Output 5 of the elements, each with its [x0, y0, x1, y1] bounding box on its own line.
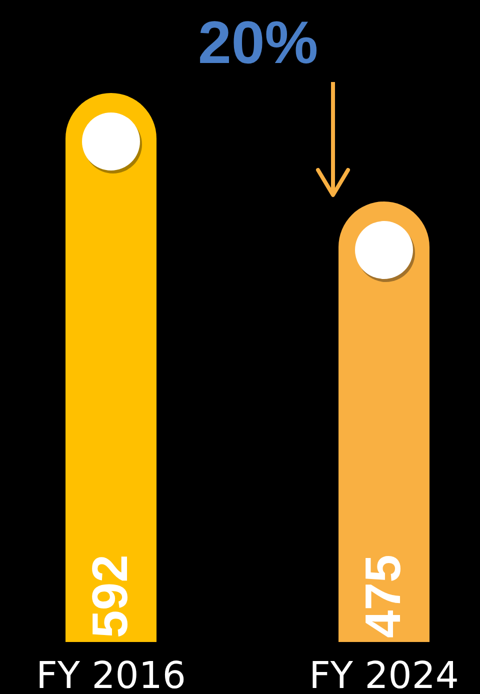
x-tick-label: FY 2024 — [309, 654, 459, 694]
data-label: 475 — [355, 554, 411, 638]
text: 20% — [198, 9, 318, 76]
x-tick-label: FY 2016 — [36, 654, 186, 694]
data-label: 592 — [82, 554, 138, 638]
